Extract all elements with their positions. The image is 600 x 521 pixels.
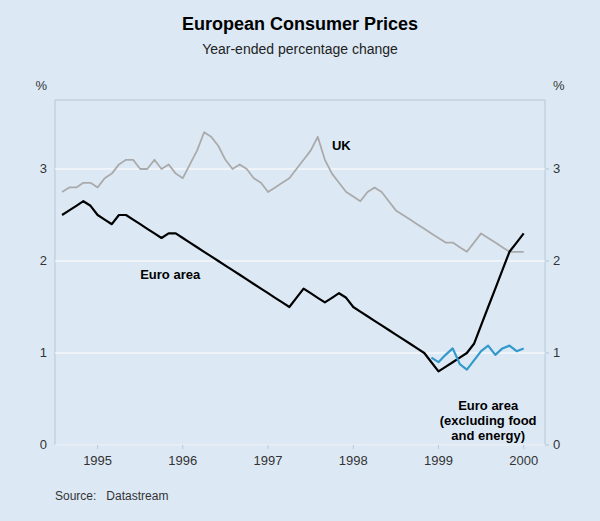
x-tick [523,445,524,449]
y-axis-label: % [35,78,47,93]
x-tick [353,445,354,449]
grid-line [55,260,545,261]
y2-tick-label: 2 [553,253,560,268]
series-label: Euro area(excluding foodand energy) [440,398,537,443]
y2-tick [545,445,549,446]
subtitle: Year-ended percentage change [202,41,398,57]
x-tick-label: 1997 [254,453,283,468]
x-tick [182,445,183,449]
background [0,0,600,521]
y2-tick-label: 0 [553,437,560,452]
x-tick-label: 1995 [83,453,112,468]
y-tick-label: 0 [40,437,47,452]
x-tick-label: 2000 [509,453,538,468]
y-tick-label: 3 [40,161,47,176]
x-tick [268,445,269,449]
x-tick-label: 1996 [168,453,197,468]
x-tick [97,445,98,449]
series-line [62,201,524,371]
grid-line [55,168,545,169]
series-group [62,132,524,371]
series-label: UK [332,138,351,153]
grid-line [55,444,545,445]
title: European Consumer Prices [182,14,418,34]
x-tick-label: 1999 [424,453,453,468]
y-tick-label: 2 [40,253,47,268]
source: Source: Datastream [55,489,168,503]
y2-tick [545,353,549,354]
series-label: Euro area [140,267,201,282]
x-tick [438,445,439,449]
y2-tick [545,169,549,170]
y2-tick-label: 1 [553,345,560,360]
x-tick-label: 1998 [339,453,368,468]
y2-axis-label: % [553,78,565,93]
y2-tick [545,261,549,262]
series-line [62,132,524,252]
chart: European Consumer Prices Year-ended perce… [0,0,600,521]
plot-frame [55,100,545,445]
y2-tick-label: 3 [553,161,560,176]
series-line [431,346,523,370]
grid-line [55,352,545,353]
y-tick-label: 1 [40,345,47,360]
